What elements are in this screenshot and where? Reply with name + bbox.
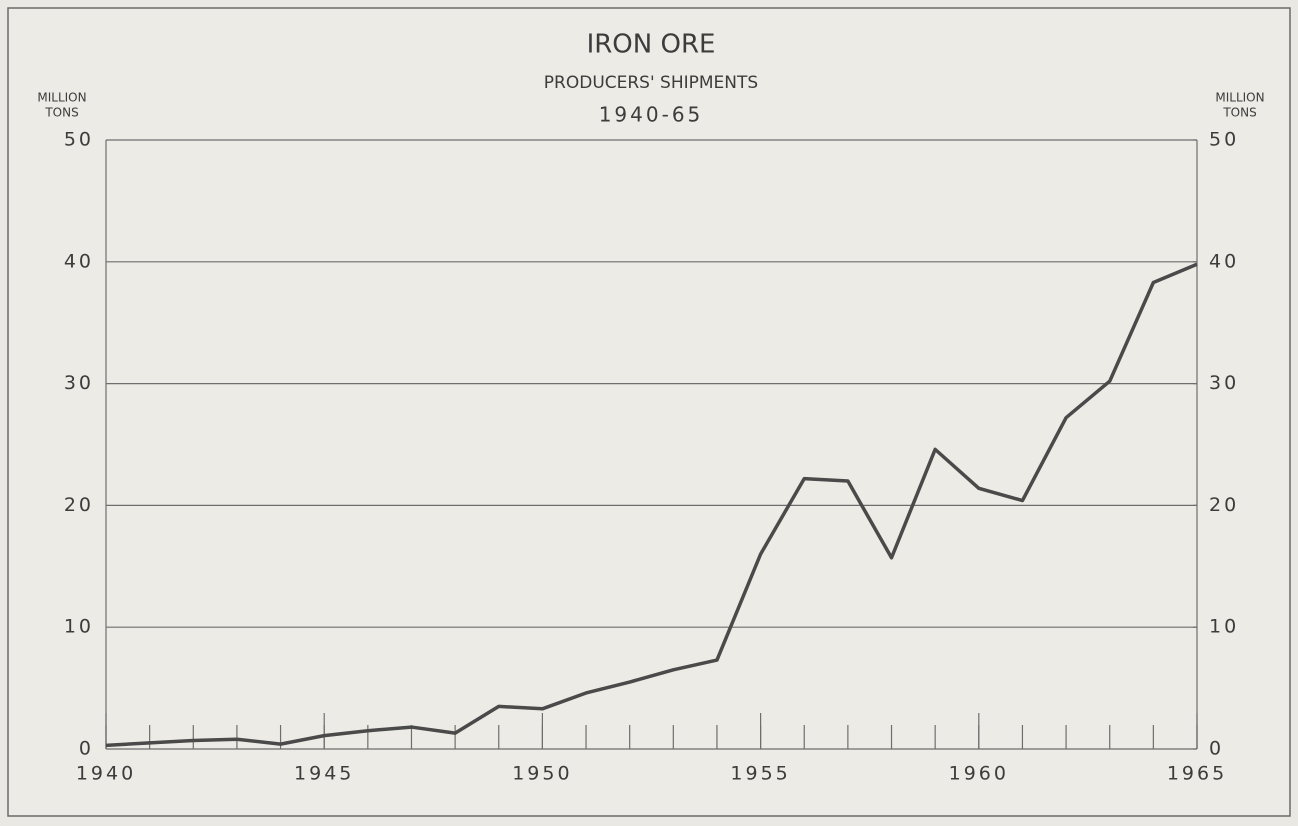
x-tick-label: 1945 xyxy=(294,763,354,785)
y2-tick-label: 50 xyxy=(1209,129,1239,151)
y2-tick-label: 30 xyxy=(1209,372,1239,394)
x-tick-label: 1940 xyxy=(76,763,136,785)
y2-axis-label: TONS xyxy=(1222,106,1256,120)
y-tick-label: 0 xyxy=(79,738,94,760)
y-tick-label: 30 xyxy=(64,372,94,394)
y-tick-label: 20 xyxy=(64,494,94,516)
y2-axis-label: MILLION xyxy=(1215,91,1264,105)
x-tick-label: 1965 xyxy=(1167,763,1227,785)
y-axis-label: MILLION xyxy=(37,91,86,105)
y-tick-label: 40 xyxy=(64,250,94,272)
y-tick-label: 50 xyxy=(64,129,94,151)
y2-tick-label: 0 xyxy=(1209,738,1224,760)
data-line xyxy=(105,262,1198,748)
chart-subtitle: 1940-65 xyxy=(599,103,704,127)
y2-tick-label: 10 xyxy=(1209,616,1239,638)
y2-tick-label: 20 xyxy=(1209,494,1239,516)
x-tick-label: 1950 xyxy=(512,763,572,785)
chart-subtitle: PRODUCERS' SHIPMENTS xyxy=(544,73,758,93)
y-tick-label: 10 xyxy=(64,616,94,638)
frame xyxy=(7,7,1291,817)
x-tick-label: 1960 xyxy=(949,763,1009,785)
x-tick-label: 1955 xyxy=(730,763,790,785)
y-axis-label: TONS xyxy=(44,106,78,120)
y2-tick-label: 40 xyxy=(1209,250,1239,272)
chart-title: IRON ORE xyxy=(587,30,716,60)
